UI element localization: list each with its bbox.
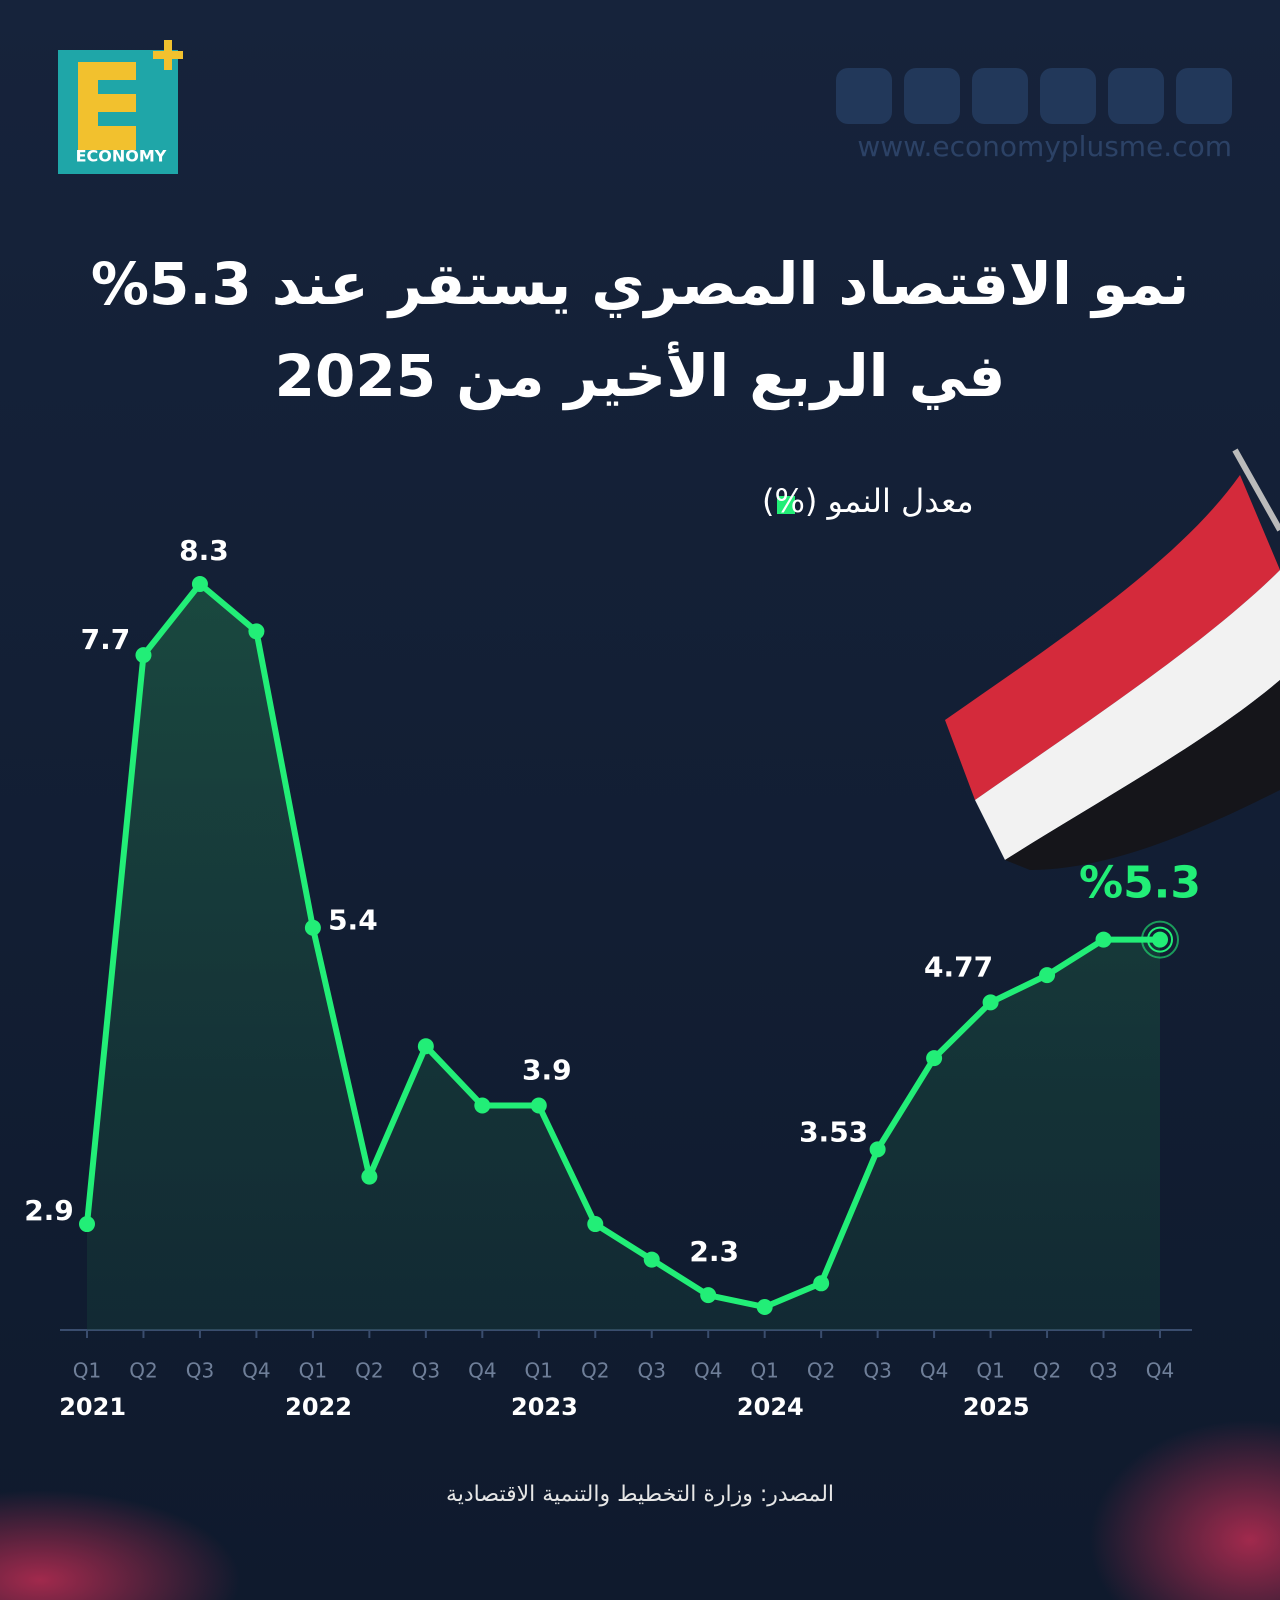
x-tick-label: Q1	[299, 1359, 327, 1383]
point	[79, 1216, 95, 1233]
x-icon[interactable]	[972, 68, 1028, 124]
point	[700, 1287, 717, 1304]
x-tick-label: Q4	[920, 1359, 948, 1383]
x-tick-label: Q2	[355, 1359, 383, 1383]
x-tick-label: Q3	[412, 1359, 440, 1383]
website: www.economyplusme.com	[857, 130, 1232, 163]
point	[417, 1038, 434, 1055]
x-tick-label: Q1	[750, 1359, 778, 1383]
glow	[1090, 1420, 1280, 1600]
value-label: 3.9	[522, 1054, 572, 1087]
x-tick-label: Q3	[186, 1359, 214, 1383]
area	[87, 584, 1160, 1330]
social-icons	[836, 68, 1232, 124]
year-label: 2022	[285, 1393, 352, 1421]
linkedin-icon[interactable]	[1040, 68, 1096, 124]
point	[813, 1275, 830, 1292]
point	[1152, 931, 1168, 948]
target-ring	[1147, 926, 1173, 953]
year-label: 2025	[963, 1393, 1030, 1421]
value-label: 2.3	[689, 1235, 739, 1268]
glow	[0, 1490, 240, 1600]
source: المصدر: وزارة التخطيط والتنمية الاقتصادي…	[446, 1482, 834, 1507]
x-tick-label: Q3	[638, 1359, 666, 1383]
youtube-icon[interactable]	[1108, 68, 1164, 124]
point	[982, 994, 999, 1011]
point	[248, 623, 265, 640]
logo: ECONOMY	[58, 40, 183, 174]
x-tick-label: Q1	[73, 1359, 101, 1383]
point	[361, 1168, 378, 1185]
x-tick-label: Q3	[1089, 1359, 1117, 1383]
point	[756, 1299, 773, 1315]
x-tick-label: Q4	[242, 1359, 270, 1383]
line	[84, 581, 1160, 1310]
point	[530, 1097, 547, 1114]
x-tick-label: Q4	[1146, 1359, 1174, 1383]
year-label: 2021	[59, 1393, 126, 1421]
point	[304, 919, 321, 936]
threads-icon[interactable]	[1176, 68, 1232, 124]
value-label: 8.3	[179, 534, 229, 567]
point	[1095, 931, 1112, 948]
point	[643, 1251, 660, 1268]
x-tick-label: Q4	[694, 1359, 722, 1383]
facebook-icon[interactable]	[836, 68, 892, 124]
legend-label: معدل النمو (%)	[762, 482, 974, 520]
highlight-label: %5.3	[1079, 858, 1201, 909]
value-label: 7.7	[81, 623, 131, 656]
point	[926, 1050, 943, 1067]
x-tick-label: Q2	[1033, 1359, 1061, 1383]
point	[135, 647, 152, 664]
year-label: 2024	[737, 1393, 804, 1421]
point	[191, 576, 208, 592]
point	[1039, 967, 1056, 984]
x-tick-label: Q3	[863, 1359, 891, 1383]
x-tick-label: Q4	[468, 1359, 496, 1383]
flag	[945, 448, 1280, 870]
x-tick-label: Q1	[525, 1359, 553, 1383]
legend-swatch	[777, 496, 795, 514]
x-tick-label: Q1	[976, 1359, 1004, 1383]
title-line: نمو الاقتصاد المصري يستقر عند 5.3%	[91, 250, 1189, 319]
x-tick-label: Q2	[581, 1359, 609, 1383]
title-line: في الربع الأخير من 2025	[275, 341, 1006, 411]
value-label: 5.4	[328, 904, 378, 937]
point	[869, 1141, 886, 1158]
x-tick-label: Q2	[807, 1359, 835, 1383]
year-label: 2023	[511, 1393, 578, 1421]
value-label: 4.77	[924, 950, 993, 983]
point	[474, 1097, 491, 1114]
value-label: 2.9	[24, 1194, 74, 1227]
point	[587, 1216, 604, 1233]
target-ring	[1141, 920, 1179, 959]
x-tick-label: Q2	[129, 1359, 157, 1383]
instagram-icon[interactable]	[904, 68, 960, 124]
logo-text: ECONOMY	[76, 147, 167, 166]
value-label: 3.53	[799, 1115, 868, 1148]
